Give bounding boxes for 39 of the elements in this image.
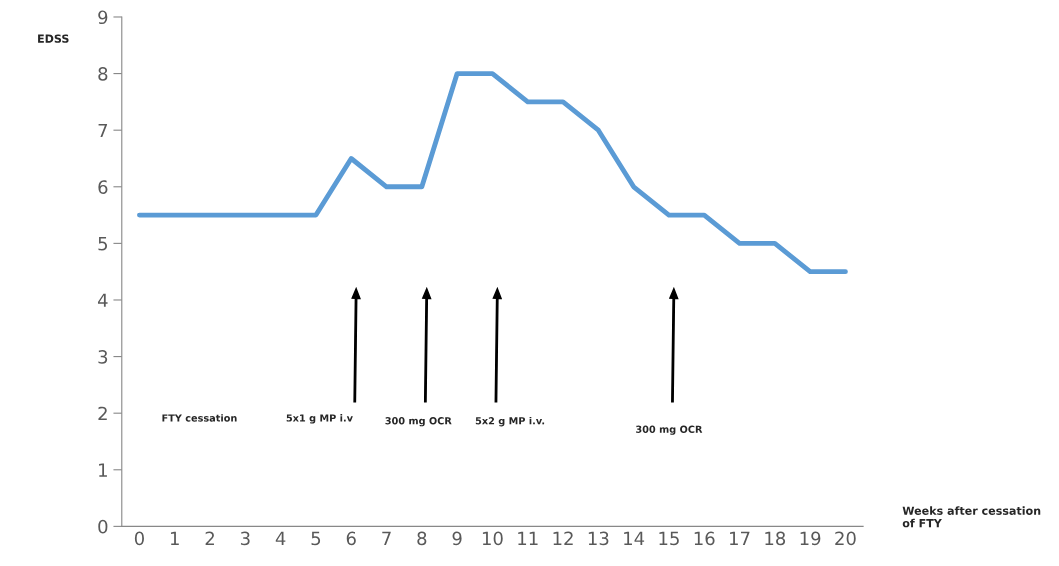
x-tick-label: 4: [275, 531, 286, 545]
x-tick-label: 14: [624, 531, 645, 545]
y-tick-label: 3: [98, 350, 108, 364]
x-tick-label: 6: [346, 531, 356, 546]
annotation: 5x2 g MP i.v.: [475, 416, 545, 427]
annotation: 300 mg OCR: [636, 425, 703, 435]
x-tick-label: 7: [382, 531, 391, 545]
y-tick-label: 5: [98, 237, 108, 251]
x-axis-title: Weeks after cessation of FTY: [902, 506, 1041, 528]
x-tick-label: 11: [518, 531, 538, 545]
x-tick-label: 16: [694, 531, 715, 546]
y-tick-label: 9: [98, 10, 108, 25]
x-tick-label: 0: [134, 531, 144, 546]
x-tick-label: 1: [170, 531, 179, 545]
x-tick-label: 3: [240, 531, 250, 546]
x-tick-label: 19: [800, 531, 821, 546]
x-tick-label: 15: [659, 531, 679, 546]
annotation: 5x1 g MP i.v: [286, 414, 353, 424]
x-tick-label: 12: [553, 531, 573, 545]
y-tick-label: 6: [98, 180, 108, 194]
y-tick-label: 4: [97, 293, 108, 307]
x-tick-label: 17: [730, 531, 750, 545]
annotation: FTY cessation: [162, 414, 237, 422]
x-tick-label: 20: [835, 531, 856, 546]
y-tick-label: 1: [99, 463, 107, 477]
x-tick-label: 10: [482, 531, 503, 546]
x-tick-label: 5: [311, 531, 321, 546]
x-tick-label: 8: [417, 531, 427, 546]
y-tick-label: 7: [98, 123, 108, 138]
y-tick-label: 8: [98, 67, 108, 81]
y-tick-label: 2: [98, 406, 107, 421]
y-tick-label: 0: [98, 519, 108, 534]
annotation: 300 mg OCR: [385, 417, 452, 427]
x-tick-label: 18: [765, 531, 786, 546]
y-axis-title: EDSS: [38, 34, 69, 43]
x-tick-label: 13: [588, 531, 609, 546]
x-tick-label: 2: [205, 531, 214, 545]
line-series: [137, 71, 848, 275]
x-tick-label: 9: [452, 531, 462, 546]
